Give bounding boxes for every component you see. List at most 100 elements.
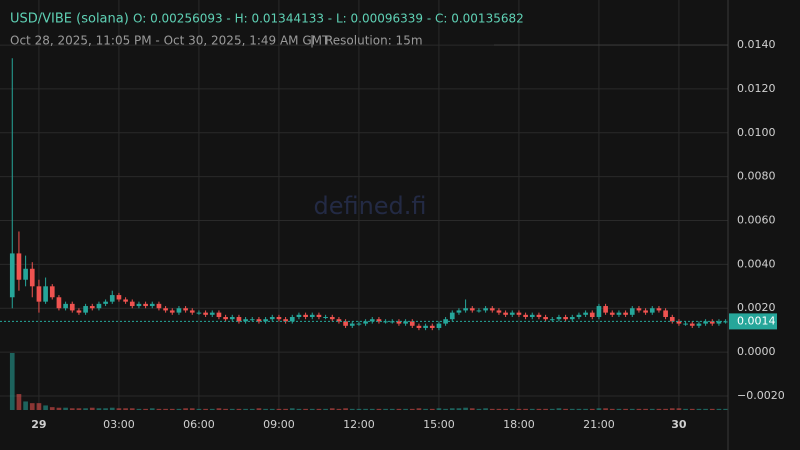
x-tick-label: 06:00	[183, 418, 215, 431]
volume-bar	[149, 408, 155, 410]
x-tick-label: 12:00	[343, 418, 375, 431]
candle-body	[449, 312, 455, 320]
volume-bar	[76, 408, 82, 410]
volume-bar	[643, 408, 648, 410]
volume-bar	[703, 408, 708, 410]
volume-bar	[663, 408, 668, 410]
volume-bar	[183, 408, 188, 410]
volume-bar	[509, 408, 515, 410]
volume-bar	[403, 408, 408, 410]
volume-bar	[683, 408, 688, 410]
y-tick-label: 0.0140	[737, 38, 776, 51]
candle-body	[156, 303, 162, 309]
candle-body	[403, 321, 408, 324]
candle-body	[309, 314, 315, 318]
volume-bar	[236, 408, 242, 410]
volume-bar	[283, 408, 288, 410]
volume-bar	[323, 408, 328, 410]
candle-body	[176, 308, 182, 313]
candle-body	[129, 301, 135, 307]
x-tick-label: 29	[31, 418, 46, 431]
volume-bar	[303, 408, 308, 410]
volume-bar	[249, 408, 255, 410]
volume-bar	[569, 408, 575, 410]
candle-body	[489, 308, 495, 311]
candle-body	[69, 303, 75, 311]
volume-bar	[536, 408, 542, 410]
candle-body	[536, 314, 542, 318]
volume-bar	[329, 408, 335, 410]
volume-bar	[716, 408, 722, 410]
candle-body	[563, 317, 568, 320]
candle-body	[409, 321, 415, 326]
volume-bar	[496, 408, 502, 410]
volume-bar	[456, 408, 462, 410]
candle-body	[616, 312, 622, 315]
x-tick-label: 03:00	[103, 418, 135, 431]
volume-bar	[289, 408, 295, 410]
candle-body	[103, 301, 108, 304]
volume-bar	[409, 408, 415, 410]
candle-body	[296, 314, 302, 318]
volume-bar	[503, 408, 508, 410]
candle-body	[29, 268, 35, 287]
candle-body	[303, 314, 308, 318]
volume-bar	[49, 407, 55, 410]
candle-body	[283, 319, 288, 322]
volume-bar	[463, 407, 468, 410]
volume-bar	[243, 408, 248, 410]
candle-body	[609, 312, 615, 315]
volume-bar	[89, 407, 95, 410]
volume-bar	[656, 408, 662, 410]
last-price-tag	[729, 313, 777, 330]
candle-body	[123, 299, 128, 302]
candle-body	[503, 312, 508, 315]
y-tick-label: 0.0060	[737, 214, 776, 227]
volume-bar	[469, 408, 475, 410]
candle-body	[689, 323, 695, 326]
candle-body	[523, 314, 528, 318]
candle-body	[323, 317, 328, 319]
volume-bar	[156, 408, 162, 410]
volume-bar	[449, 408, 455, 410]
candle-body	[669, 317, 675, 322]
candle-body	[343, 321, 348, 326]
candle-body	[396, 321, 402, 324]
candle-body	[436, 323, 442, 328]
resolution: Resolution: 15m	[325, 34, 423, 48]
volume-bar	[516, 408, 522, 410]
volume-bar	[129, 408, 135, 410]
candle-body	[463, 308, 468, 311]
candle-body	[349, 323, 355, 326]
volume-bar	[423, 408, 428, 410]
volume-bar	[576, 408, 582, 410]
candle-body	[656, 308, 662, 311]
candle-body	[216, 312, 222, 318]
volume-bar	[596, 408, 602, 410]
volume-bar	[383, 408, 388, 410]
volume-bar	[709, 408, 715, 410]
candle-body	[243, 319, 248, 322]
candle-body	[256, 319, 262, 322]
volume-bar	[523, 408, 528, 410]
volume-bar	[103, 408, 108, 410]
candle-body	[543, 317, 548, 320]
volume-bar	[276, 408, 282, 410]
candle-body	[209, 312, 215, 315]
volume-bar	[676, 408, 682, 410]
volume-bar	[163, 408, 168, 410]
volume-bar	[316, 408, 322, 410]
last-price-label: 0.0014	[737, 314, 776, 327]
candle-body	[663, 310, 668, 318]
volume-bar	[169, 408, 175, 410]
candle-body	[229, 317, 235, 320]
candle-body	[569, 317, 575, 320]
candle-body	[696, 323, 702, 326]
volume-bar	[529, 408, 535, 410]
watermark: defined.fi	[313, 192, 426, 220]
x-tick-label: 15:00	[423, 418, 455, 431]
volume-bar	[229, 408, 235, 410]
candle-body	[329, 317, 335, 320]
